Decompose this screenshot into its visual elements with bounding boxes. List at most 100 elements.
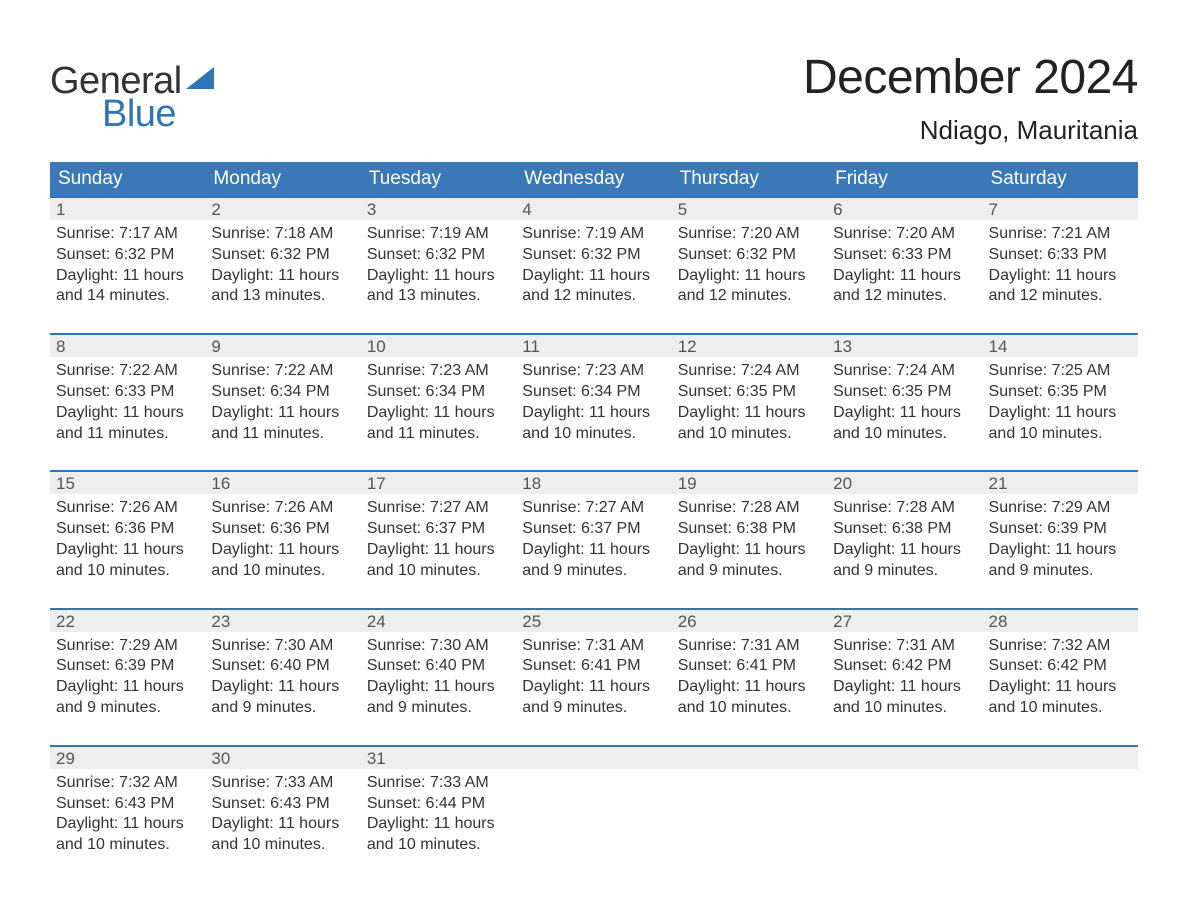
day-daylight1: Daylight: 11 hours [522, 403, 665, 424]
day-daylight2: and 9 minutes. [211, 698, 354, 719]
day-daylight2: and 9 minutes. [367, 698, 510, 719]
week-row: 29Sunrise: 7:32 AMSunset: 6:43 PMDayligh… [50, 745, 1138, 882]
day-daylight2: and 9 minutes. [522, 561, 665, 582]
day-cell: 2Sunrise: 7:18 AMSunset: 6:32 PMDaylight… [205, 196, 360, 333]
day-daylight1: Daylight: 11 hours [989, 403, 1132, 424]
day-sunset: Sunset: 6:44 PM [367, 794, 510, 815]
day-sunrise: Sunrise: 7:33 AM [367, 773, 510, 794]
daynum-strip: 8 [50, 333, 205, 357]
day-daylight1: Daylight: 11 hours [678, 540, 821, 561]
daynum-strip: 31 [361, 745, 516, 769]
day-body: Sunrise: 7:26 AMSunset: 6:36 PMDaylight:… [50, 494, 205, 607]
day-cell: 9Sunrise: 7:22 AMSunset: 6:34 PMDaylight… [205, 333, 360, 470]
day-sunrise: Sunrise: 7:30 AM [211, 636, 354, 657]
day-sunset: Sunset: 6:40 PM [367, 656, 510, 677]
day-cell: 26Sunrise: 7:31 AMSunset: 6:41 PMDayligh… [672, 608, 827, 745]
day-sunrise: Sunrise: 7:32 AM [989, 636, 1132, 657]
day-sunrise: Sunrise: 7:25 AM [989, 361, 1132, 382]
day-daylight2: and 13 minutes. [367, 286, 510, 307]
day-daylight2: and 9 minutes. [833, 561, 976, 582]
day-number: 3 [367, 200, 376, 219]
day-body: Sunrise: 7:25 AMSunset: 6:35 PMDaylight:… [983, 357, 1138, 470]
day-number: 17 [367, 474, 386, 493]
day-daylight1: Daylight: 11 hours [833, 540, 976, 561]
day-body: Sunrise: 7:32 AMSunset: 6:43 PMDaylight:… [50, 769, 205, 882]
day-sunrise: Sunrise: 7:26 AM [56, 498, 199, 519]
daynum-strip: 5 [672, 196, 827, 220]
daynum-strip: 4 [516, 196, 671, 220]
day-sunset: Sunset: 6:42 PM [989, 656, 1132, 677]
day-sunset: Sunset: 6:42 PM [833, 656, 976, 677]
day-daylight2: and 9 minutes. [989, 561, 1132, 582]
daynum-strip: 14 [983, 333, 1138, 357]
day-daylight1: Daylight: 11 hours [56, 403, 199, 424]
week-row: 8Sunrise: 7:22 AMSunset: 6:33 PMDaylight… [50, 333, 1138, 470]
daynum-strip: 25 [516, 608, 671, 632]
day-number: 31 [367, 749, 386, 768]
day-sunset: Sunset: 6:33 PM [833, 245, 976, 266]
day-number: 25 [522, 612, 541, 631]
day-body: Sunrise: 7:23 AMSunset: 6:34 PMDaylight:… [361, 357, 516, 470]
day-daylight1: Daylight: 11 hours [211, 677, 354, 698]
day-daylight1: Daylight: 11 hours [367, 403, 510, 424]
day-sunset: Sunset: 6:32 PM [367, 245, 510, 266]
day-daylight1: Daylight: 11 hours [522, 540, 665, 561]
day-body: Sunrise: 7:28 AMSunset: 6:38 PMDaylight:… [827, 494, 982, 607]
day-number: 27 [833, 612, 852, 631]
day-sunset: Sunset: 6:39 PM [56, 656, 199, 677]
day-sunset: Sunset: 6:33 PM [989, 245, 1132, 266]
day-body: Sunrise: 7:29 AMSunset: 6:39 PMDaylight:… [50, 632, 205, 745]
day-body: Sunrise: 7:24 AMSunset: 6:35 PMDaylight:… [827, 357, 982, 470]
daynum-strip: 30 [205, 745, 360, 769]
day-body: Sunrise: 7:20 AMSunset: 6:32 PMDaylight:… [672, 220, 827, 333]
day-number: 4 [522, 200, 531, 219]
weekday-header: Friday [827, 162, 982, 196]
daynum-strip: 12 [672, 333, 827, 357]
empty-daynum-strip [516, 745, 671, 769]
day-sunset: Sunset: 6:34 PM [211, 382, 354, 403]
day-sunset: Sunset: 6:33 PM [56, 382, 199, 403]
day-sunset: Sunset: 6:43 PM [56, 794, 199, 815]
daynum-strip: 20 [827, 470, 982, 494]
day-body: Sunrise: 7:20 AMSunset: 6:33 PMDaylight:… [827, 220, 982, 333]
day-sunrise: Sunrise: 7:18 AM [211, 224, 354, 245]
day-cell: 30Sunrise: 7:33 AMSunset: 6:43 PMDayligh… [205, 745, 360, 882]
day-sunset: Sunset: 6:38 PM [833, 519, 976, 540]
empty-daynum-strip [672, 745, 827, 769]
empty-day-body [827, 769, 982, 877]
sail-icon [186, 67, 214, 89]
day-daylight1: Daylight: 11 hours [833, 266, 976, 287]
day-body: Sunrise: 7:18 AMSunset: 6:32 PMDaylight:… [205, 220, 360, 333]
day-number: 10 [367, 337, 386, 356]
empty-day-body [672, 769, 827, 877]
calendar-page: General Blue December 2024 Ndiago, Mauri… [0, 0, 1188, 922]
day-daylight1: Daylight: 11 hours [367, 677, 510, 698]
day-daylight2: and 10 minutes. [211, 561, 354, 582]
day-cell [516, 745, 671, 882]
day-sunrise: Sunrise: 7:20 AM [678, 224, 821, 245]
day-daylight2: and 10 minutes. [367, 835, 510, 856]
day-number: 18 [522, 474, 541, 493]
day-sunset: Sunset: 6:41 PM [522, 656, 665, 677]
day-sunrise: Sunrise: 7:21 AM [989, 224, 1132, 245]
day-sunrise: Sunrise: 7:27 AM [522, 498, 665, 519]
day-sunrise: Sunrise: 7:30 AM [367, 636, 510, 657]
day-sunrise: Sunrise: 7:27 AM [367, 498, 510, 519]
day-daylight1: Daylight: 11 hours [367, 540, 510, 561]
day-sunset: Sunset: 6:32 PM [211, 245, 354, 266]
day-daylight1: Daylight: 11 hours [211, 266, 354, 287]
day-body: Sunrise: 7:33 AMSunset: 6:43 PMDaylight:… [205, 769, 360, 882]
location-label: Ndiago, Mauritania [803, 115, 1138, 146]
day-number: 19 [678, 474, 697, 493]
day-number: 14 [989, 337, 1008, 356]
daynum-strip: 2 [205, 196, 360, 220]
day-daylight1: Daylight: 11 hours [989, 266, 1132, 287]
day-body: Sunrise: 7:30 AMSunset: 6:40 PMDaylight:… [205, 632, 360, 745]
day-daylight2: and 12 minutes. [678, 286, 821, 307]
daynum-strip: 27 [827, 608, 982, 632]
day-number: 23 [211, 612, 230, 631]
daynum-strip: 10 [361, 333, 516, 357]
day-daylight1: Daylight: 11 hours [56, 677, 199, 698]
day-sunset: Sunset: 6:37 PM [367, 519, 510, 540]
day-cell: 29Sunrise: 7:32 AMSunset: 6:43 PMDayligh… [50, 745, 205, 882]
